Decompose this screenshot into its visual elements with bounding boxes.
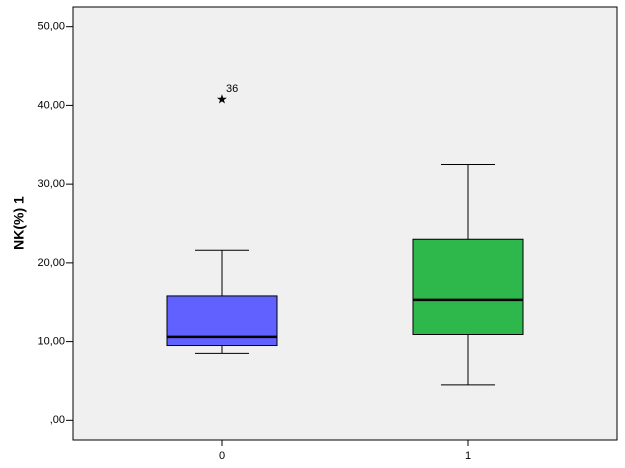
- y-tick-label: 50,00: [37, 21, 65, 33]
- y-tick-label: 10,00: [37, 335, 65, 347]
- y-tick-label: 40,00: [37, 99, 65, 111]
- box: [412, 238, 524, 336]
- y-tick-label: 30,00: [37, 178, 65, 190]
- outlier-label: 36: [226, 83, 238, 95]
- x-tick-label: 0: [219, 450, 225, 462]
- y-tick-label: ,00: [50, 414, 65, 426]
- y-tick-label: 20,00: [37, 257, 65, 269]
- outlier: ★: [216, 92, 228, 107]
- y-axis-label: NK(%) 1: [11, 196, 27, 250]
- x-tick-label: 1: [465, 450, 471, 462]
- plot-area: [72, 6, 618, 441]
